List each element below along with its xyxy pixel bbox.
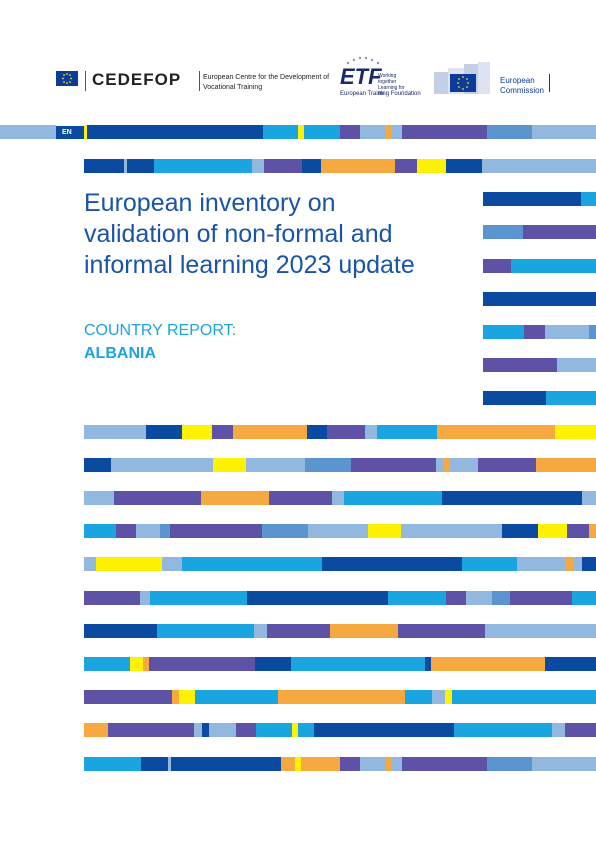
side-color-strip [483, 391, 596, 405]
logo-divider [85, 71, 86, 91]
ec-building-icon [434, 62, 490, 94]
side-color-strip [483, 325, 596, 339]
color-strip [84, 159, 596, 173]
etf-logo: ETF [340, 64, 382, 89]
country-name: ALBANIA [84, 345, 156, 362]
side-color-strip [483, 292, 596, 306]
color-strip [84, 690, 596, 704]
language-badge: EN [56, 126, 84, 139]
cedefop-logo: CEDEFOP [92, 70, 182, 89]
color-strip [84, 524, 596, 538]
ec-logo-text: European Commission [500, 76, 545, 95]
logo-divider [199, 71, 200, 91]
eu-flag-icon [56, 71, 78, 86]
cedefop-description: European Centre for the Development of V… [203, 74, 330, 91]
header-logos: CEDEFOP European Centre for the Developm… [0, 0, 596, 110]
report-title: European inventory on validation of non-… [84, 189, 415, 279]
etf-stars-icon [346, 56, 380, 65]
side-color-strip [483, 225, 596, 239]
color-strip [84, 557, 596, 571]
logo-divider [549, 74, 550, 92]
etf-slogan: Working together Learning for life [378, 73, 405, 97]
color-strip [84, 657, 596, 671]
color-strip [84, 624, 596, 638]
color-strip [84, 757, 596, 771]
side-color-strip [483, 358, 596, 372]
side-color-strip [483, 259, 596, 273]
color-strip [84, 723, 596, 737]
color-strip [84, 425, 596, 439]
side-color-strip [483, 192, 596, 206]
etf-name: European Training Foundation [340, 91, 421, 97]
report-subtitle: COUNTRY REPORT: [84, 322, 237, 339]
color-strip [84, 591, 596, 605]
color-strip [84, 458, 596, 472]
top-color-strip [0, 125, 596, 139]
color-strip [84, 491, 596, 505]
